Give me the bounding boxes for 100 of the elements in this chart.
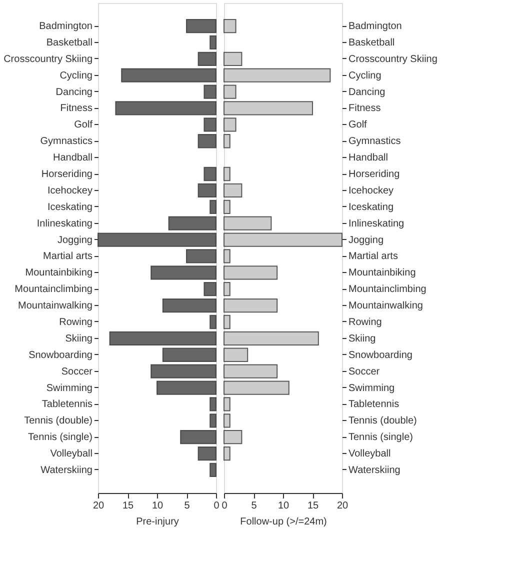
y-tick-label: Inlineskating (348, 218, 404, 230)
y-tick-label: Iceskating (47, 202, 92, 213)
bar (224, 200, 230, 214)
y-tick-label: Handball (348, 152, 388, 164)
y-tick-label: Martial arts (348, 251, 398, 262)
y-tick-label: Basketball (46, 37, 92, 48)
y-tick-label: Swimming (46, 382, 92, 394)
bar (204, 166, 216, 182)
y-tick-label: Fitness (60, 103, 92, 114)
bar (224, 364, 278, 378)
y-tick-label: Waterskiing (40, 464, 92, 476)
y-tick-label: Volleyball (50, 448, 92, 460)
y-tick-label: Mountainbiking (348, 268, 416, 279)
bar (162, 348, 216, 362)
bar (115, 101, 216, 116)
y-tick-label: Cycling (348, 70, 382, 82)
y-tick-label: Rowing (59, 316, 92, 328)
y-tick-label: Snowboarding (28, 350, 92, 361)
y-tick-label: Iceskating (348, 202, 394, 213)
y-tick-label: Soccer (61, 366, 94, 378)
bar (198, 446, 216, 461)
x-tick-label: 10 (278, 500, 290, 512)
x-tick-label: 10 (152, 500, 164, 512)
y-tick-label: Mountainwalking (348, 300, 423, 312)
y-tick-label: Icehockey (348, 185, 394, 196)
y-tick-label: Fitness (348, 103, 381, 114)
y-tick-label: Waterskiing (348, 464, 400, 476)
bar (198, 52, 216, 66)
bar (210, 397, 216, 412)
x-tick-label: 15 (122, 500, 134, 512)
bar (224, 249, 230, 264)
x-tick-label: 20 (336, 500, 348, 512)
bar (224, 397, 230, 412)
bar (198, 183, 216, 198)
bar (224, 18, 236, 34)
y-tick-label: Martial arts (43, 251, 92, 262)
bar (224, 348, 248, 362)
x-tick-label: 20 (92, 500, 104, 512)
x-tick-label: 5 (184, 500, 190, 512)
bar (224, 101, 313, 116)
bar (150, 266, 216, 280)
bar (98, 232, 216, 247)
y-tick-label: Mountainclimbing (348, 284, 426, 296)
bar (210, 200, 216, 214)
bar (224, 282, 230, 296)
bar (224, 183, 242, 198)
bar (224, 314, 230, 330)
y-tick-label: Tennis (double) (24, 416, 92, 427)
y-tick-label: Swimming (348, 382, 395, 394)
y-tick-label: Inlineskating (36, 218, 92, 230)
y-tick-label: Tabletennis (42, 399, 92, 410)
bar (121, 68, 216, 82)
bar (224, 134, 230, 148)
y-tick-label: Badmington (39, 21, 92, 32)
bar (210, 462, 216, 478)
x-axis-title: Pre-injury (136, 516, 179, 528)
bar (224, 414, 230, 428)
bar (224, 298, 278, 313)
x-tick-label: 0 (214, 500, 220, 512)
y-tick-label: Horseriding (41, 169, 92, 180)
bar (224, 84, 236, 99)
bar (186, 18, 216, 34)
y-tick-label: Volleyball (348, 448, 391, 460)
y-tick-label: Mountainbiking (25, 268, 92, 279)
bar (224, 266, 278, 280)
x-tick-label: 5 (251, 500, 258, 512)
y-tick-label: Skiing (65, 333, 92, 344)
bar (224, 430, 242, 444)
y-tick-label: Cycling (60, 70, 92, 82)
y-tick-label: Dancing (348, 86, 386, 98)
y-tick-label: Tennis (single) (28, 432, 92, 444)
y-tick-label: Golf (74, 120, 93, 131)
y-tick-label: Golf (348, 120, 368, 131)
bar (210, 414, 216, 428)
bar (224, 380, 290, 395)
x-axis-title: Follow-up (>/=24m) (240, 516, 327, 528)
y-tick-label: Rowing (348, 316, 382, 328)
y-tick-label: Badmington (348, 21, 402, 32)
y-tick-label: Tennis (single) (348, 432, 413, 444)
y-tick-label: Skiing (348, 333, 376, 344)
bar (224, 216, 272, 230)
bar (224, 446, 230, 461)
y-tick-label: Soccer (348, 366, 380, 378)
y-tick-label: Horseriding (348, 169, 400, 180)
y-tick-label: Tabletennis (348, 399, 400, 410)
bar (204, 118, 216, 132)
y-tick-label: Snowboarding (348, 350, 412, 361)
y-tick-label: Mountainwalking (18, 300, 92, 312)
bar (224, 52, 242, 66)
y-tick-label: Dancing (56, 86, 92, 98)
bar (224, 232, 342, 247)
y-tick-label: Handball (53, 152, 92, 164)
y-tick-label: Jogging (348, 234, 384, 246)
bar (204, 282, 216, 296)
y-tick-label: Jogging (57, 234, 92, 246)
bar (224, 331, 319, 346)
bar (210, 314, 216, 330)
y-tick-label: Crosscountry Skiing (4, 54, 92, 65)
y-tick-label: Tennis (double) (348, 416, 417, 427)
bar (204, 84, 216, 99)
